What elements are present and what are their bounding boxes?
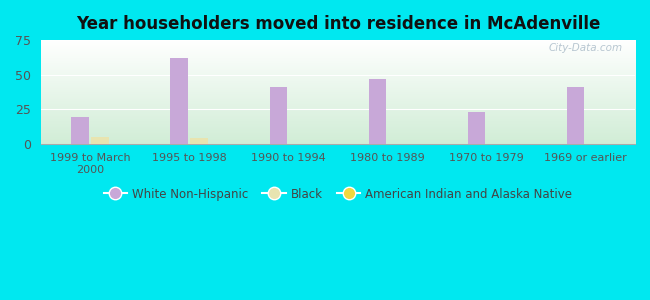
Bar [467, 112, 486, 144]
Text: City-Data.com: City-Data.com [549, 43, 623, 53]
Bar [190, 138, 208, 144]
Bar [170, 58, 188, 144]
Bar [369, 79, 386, 144]
Legend: White Non-Hispanic, Black, American Indian and Alaska Native: White Non-Hispanic, Black, American Indi… [99, 183, 577, 205]
Bar [270, 87, 287, 144]
Bar [91, 137, 109, 144]
Bar [72, 118, 89, 144]
Title: Year householders moved into residence in McAdenville: Year householders moved into residence i… [75, 15, 600, 33]
Bar [567, 87, 584, 144]
